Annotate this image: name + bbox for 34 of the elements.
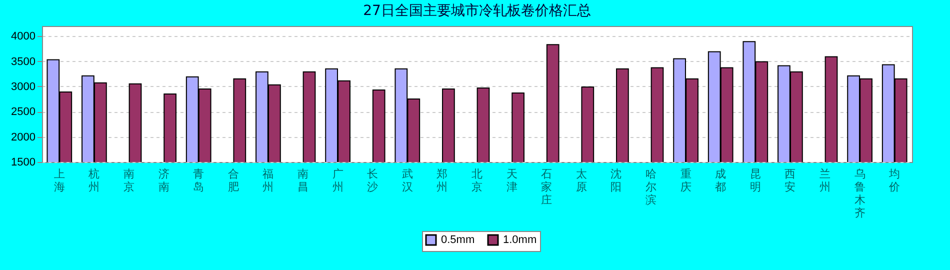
x-tick-label: 武汉 — [402, 168, 413, 194]
y-tick-label: 2000 — [11, 131, 36, 144]
x-tick-label: 天津 — [506, 168, 518, 194]
x-tick-label: 济南 — [158, 168, 170, 194]
y-tick-label: 4000 — [11, 30, 36, 43]
legend-label: 1.0mm — [503, 234, 537, 246]
legend-label: 0.5mm — [441, 234, 475, 246]
x-tick-label: 郑州 — [436, 168, 448, 194]
y-tick-label: 2500 — [11, 106, 36, 118]
y-tick-label: 1500 — [11, 156, 36, 168]
x-tick-label: 南京 — [124, 168, 134, 194]
y-tick-label: 3500 — [11, 56, 36, 68]
x-tick-label: 兰州 — [820, 168, 830, 194]
x-tick-label: 成都 — [715, 168, 726, 194]
x-tick-label: 广州 — [332, 168, 344, 194]
x-tick-label: 长沙 — [367, 168, 378, 194]
x-tick-label: 石家庄 — [541, 168, 552, 206]
x-tick-label: 杭州 — [88, 168, 100, 194]
x-tick-label: 青岛 — [193, 168, 204, 194]
x-tick-label: 太原 — [576, 168, 587, 194]
x-tick-label: 哈尔滨 — [646, 168, 656, 206]
x-tick-label: 南昌 — [298, 168, 308, 194]
x-tick-label: 沈阳 — [610, 168, 622, 194]
x-tick-label: 昆明 — [750, 168, 761, 194]
x-tick-label: 西安 — [784, 168, 796, 194]
x-tick-label: 重庆 — [680, 168, 692, 194]
x-tick-label: 均价 — [888, 168, 900, 194]
chart-title: 27日全国主要城市冷轧板卷价格汇总 — [363, 3, 591, 19]
y-tick-label: 3000 — [11, 80, 36, 93]
x-tick-label: 福州 — [262, 168, 274, 194]
x-tick-label: 合肥 — [228, 168, 239, 194]
x-tick-label: 乌鲁木齐 — [854, 168, 866, 220]
x-tick-label: 北京 — [472, 168, 482, 194]
x-tick-label: 上海 — [54, 168, 65, 194]
